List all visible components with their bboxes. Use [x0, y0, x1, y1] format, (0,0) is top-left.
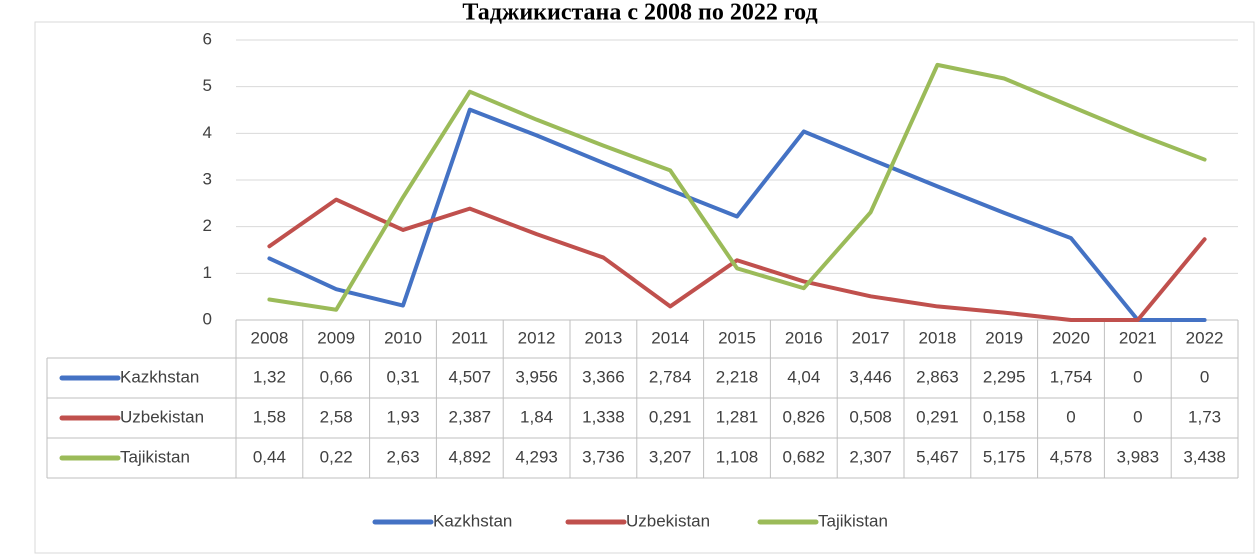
legend-label: Uzbekistan	[626, 511, 710, 530]
table-value: 0,31	[386, 367, 419, 386]
x-tick-label: 2021	[1119, 328, 1157, 347]
table-value: 1,58	[253, 407, 286, 426]
x-tick-label: 2009	[317, 328, 355, 347]
y-tick-label: 1	[203, 263, 212, 282]
y-tick-label: 6	[203, 29, 212, 48]
table-value: 5,175	[983, 447, 1026, 466]
table-series-name: Uzbekistan	[120, 407, 204, 426]
y-tick-label: 3	[203, 169, 212, 188]
table-value: 2,784	[649, 367, 692, 386]
table-value: 0	[1133, 367, 1142, 386]
table-value: 1,754	[1050, 367, 1093, 386]
x-tick-label: 2008	[250, 328, 288, 347]
table-value: 0	[1133, 407, 1142, 426]
table-value: 0,66	[320, 367, 353, 386]
table-value: 4,04	[787, 367, 820, 386]
table-value: 1,32	[253, 367, 286, 386]
table-value: 0,22	[320, 447, 353, 466]
chart-border	[34, 21, 1255, 554]
x-tick-label: 2020	[1052, 328, 1090, 347]
table-value: 3,983	[1117, 447, 1160, 466]
x-tick-label: 2012	[518, 328, 556, 347]
table-value: 2,63	[386, 447, 419, 466]
table-value: 1,338	[582, 407, 625, 426]
y-tick-label: 0	[203, 309, 212, 328]
table-value: 2,295	[983, 367, 1026, 386]
legend-label: Kazkhstan	[433, 511, 512, 530]
table-series-name: Kazkhstan	[120, 367, 199, 386]
table-value: 2,863	[916, 367, 959, 386]
series-line	[267, 197, 1207, 322]
table-value: 4,293	[515, 447, 558, 466]
y-tick-label: 4	[203, 123, 212, 142]
table-value: 2,218	[716, 367, 759, 386]
legend-label: Tajikistan	[818, 511, 888, 530]
table-value: 0,44	[253, 447, 286, 466]
x-tick-label: 2022	[1186, 328, 1224, 347]
table-value: 1,84	[520, 407, 553, 426]
table-value: 1,281	[716, 407, 759, 426]
series-line	[267, 107, 1207, 322]
x-tick-label: 2015	[718, 328, 756, 347]
x-tick-label: 2010	[384, 328, 422, 347]
table-value: 2,307	[849, 447, 892, 466]
table-value: 3,736	[582, 447, 625, 466]
table-value: 5,467	[916, 447, 959, 466]
y-tick-label: 2	[203, 216, 212, 235]
table-value: 1,93	[386, 407, 419, 426]
table-value: 3,207	[649, 447, 692, 466]
table-value: 0,291	[649, 407, 692, 426]
table-value: 0	[1066, 407, 1075, 426]
y-tick-label: 5	[203, 76, 212, 95]
table-series-name: Tajikistan	[120, 447, 190, 466]
x-tick-label: 2016	[785, 328, 823, 347]
table-value: 0,682	[783, 447, 826, 466]
table-value: 4,892	[449, 447, 492, 466]
table-value: 3,956	[515, 367, 558, 386]
table-value: 3,446	[849, 367, 892, 386]
x-tick-label: 2018	[918, 328, 956, 347]
chart-title: Таджикистана с 2008 по 2022 год	[462, 0, 817, 26]
table-value: 2,387	[449, 407, 492, 426]
table-value: 0,291	[916, 407, 959, 426]
x-tick-label: 2013	[584, 328, 622, 347]
table-value: 1,73	[1188, 407, 1221, 426]
x-tick-label: 2014	[651, 328, 689, 347]
x-tick-label: 2017	[852, 328, 890, 347]
table-value: 1,108	[716, 447, 759, 466]
table-value: 3,366	[582, 367, 625, 386]
x-tick-label: 2011	[452, 328, 489, 347]
table-value: 3,438	[1183, 447, 1226, 466]
series-line	[267, 62, 1207, 312]
table-value: 0,826	[783, 407, 826, 426]
table-value: 0,508	[849, 407, 892, 426]
table-value: 2,58	[320, 407, 353, 426]
table-value: 4,507	[449, 367, 492, 386]
x-tick-label: 2019	[985, 328, 1023, 347]
table-value: 0	[1200, 367, 1209, 386]
table-value: 0,158	[983, 407, 1026, 426]
table-value: 4,578	[1050, 447, 1093, 466]
